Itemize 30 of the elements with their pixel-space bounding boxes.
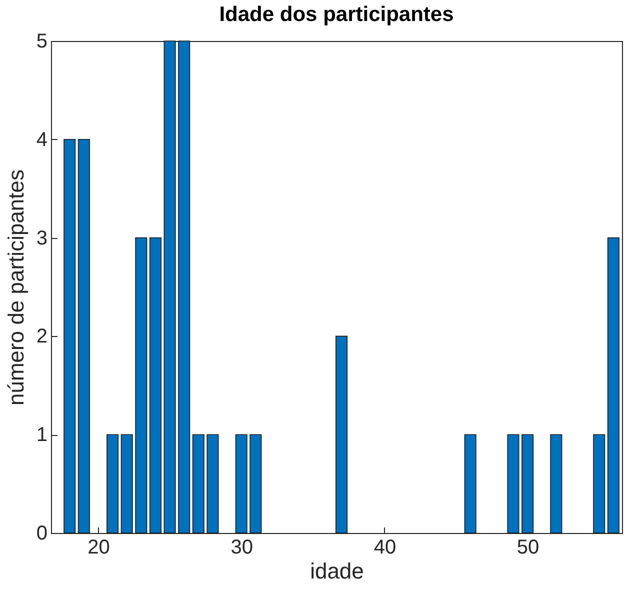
bar — [522, 434, 534, 534]
bar — [464, 434, 476, 534]
y-axis-title: número de participantes — [3, 169, 28, 406]
y-tick-label: 1 — [36, 424, 48, 446]
bar — [192, 434, 204, 534]
bar — [135, 237, 148, 534]
chart-title: Idade dos participantes — [219, 3, 454, 26]
bar — [235, 434, 248, 534]
bar — [607, 237, 620, 534]
y-tick-label: 0 — [36, 522, 48, 544]
bar — [507, 434, 520, 534]
x-tick-label: 30 — [230, 536, 253, 558]
bar — [593, 434, 606, 534]
bar — [250, 434, 262, 534]
bar — [335, 336, 348, 534]
y-tick-label: 2 — [36, 326, 48, 348]
x-tick-label: 50 — [516, 536, 540, 558]
bar — [78, 139, 90, 534]
y-tick-label: 3 — [36, 227, 48, 250]
bar — [120, 434, 133, 534]
bar — [149, 237, 162, 534]
bar — [106, 434, 119, 534]
bar — [206, 434, 219, 534]
y-tick-label: 4 — [36, 128, 48, 151]
y-tick-label: 5 — [36, 30, 48, 52]
bar — [550, 434, 562, 534]
x-axis-title: idade — [310, 558, 364, 584]
x-tick-label: 40 — [374, 536, 396, 558]
bar — [64, 139, 76, 534]
x-tick-label: 20 — [88, 536, 110, 558]
